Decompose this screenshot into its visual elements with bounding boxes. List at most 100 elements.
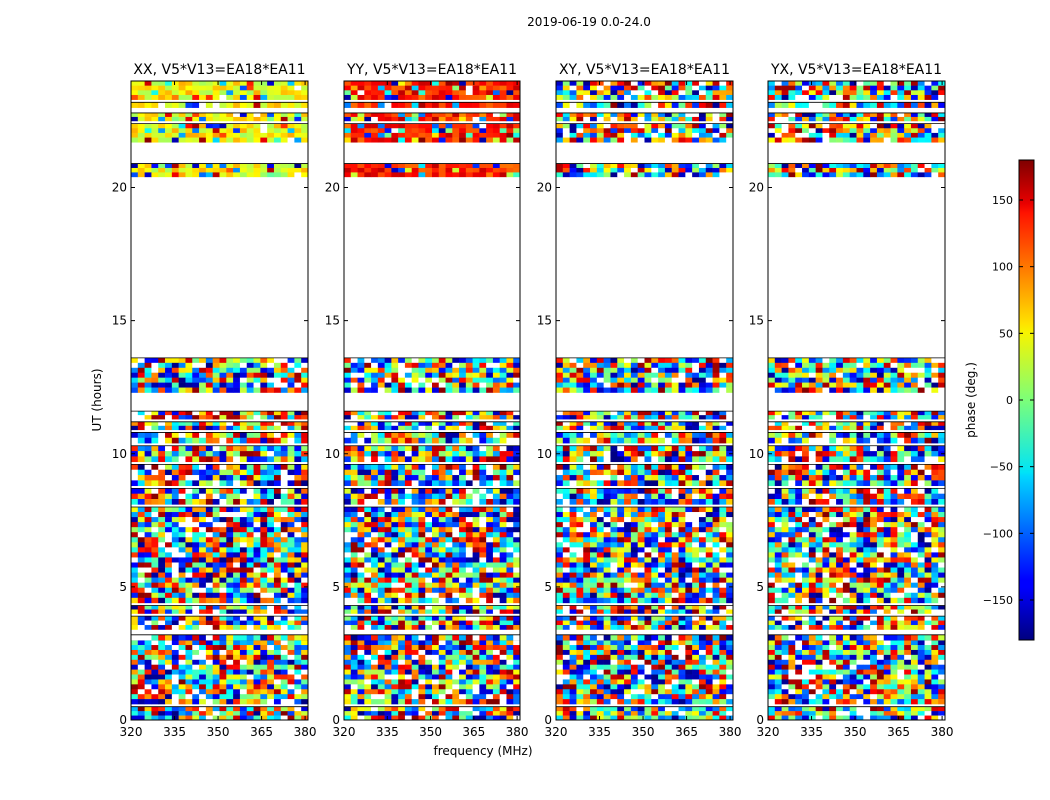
- heatmap-cell: [131, 512, 139, 518]
- heatmap-cell: [253, 659, 261, 666]
- heatmap-cell: [445, 699, 453, 705]
- heatmap-cell: [712, 649, 720, 656]
- heatmap-cell: [192, 132, 200, 138]
- heatmap-cell: [492, 382, 500, 388]
- x-tick-label: 380: [506, 725, 529, 739]
- heatmap-cell: [590, 634, 598, 641]
- heatmap-cell: [364, 699, 372, 705]
- heatmap-cell: [685, 605, 693, 610]
- heatmap-cell: [301, 488, 309, 494]
- heatmap-cell: [253, 557, 261, 563]
- heatmap-cell: [630, 711, 638, 716]
- heatmap-cell: [294, 469, 302, 476]
- heatmap-cell: [556, 654, 564, 661]
- heatmap-cell: [219, 425, 227, 431]
- heatmap-cell: [705, 527, 713, 533]
- heatmap-cell: [364, 684, 372, 690]
- heatmap-cell: [432, 517, 440, 523]
- heatmap-cell: [506, 382, 514, 388]
- heatmap-cell: [158, 507, 166, 513]
- heatmap-cell: [384, 415, 392, 420]
- heatmap-cell: [583, 694, 591, 700]
- heatmap-cell: [151, 493, 159, 500]
- heatmap-cell: [260, 112, 268, 118]
- heatmap-cell: [364, 123, 372, 129]
- heatmap-cell: [499, 620, 507, 626]
- heatmap-cell: [698, 684, 707, 690]
- heatmap-cell: [384, 699, 392, 705]
- heatmap-cell: [377, 94, 385, 100]
- heatmap-cell: [472, 547, 480, 553]
- heatmap-cell: [492, 445, 500, 452]
- heatmap-cell: [492, 85, 500, 91]
- heatmap-cell: [583, 625, 591, 630]
- heatmap-cell: [418, 542, 426, 548]
- heatmap-cell: [705, 625, 713, 630]
- heatmap-cell: [465, 480, 473, 486]
- heatmap-cell: [576, 699, 584, 705]
- heatmap-cell: [131, 592, 139, 599]
- heatmap-cell: [178, 711, 186, 716]
- heatmap-cell: [411, 372, 419, 378]
- heatmap-cell: [185, 475, 193, 481]
- heatmap-cell: [425, 547, 433, 553]
- heatmap-cell: [131, 372, 139, 378]
- heatmap-cell: [459, 167, 467, 173]
- heatmap-cell: [513, 488, 521, 494]
- heatmap-cell: [644, 507, 652, 513]
- heatmap-cell: [151, 684, 159, 690]
- heatmap-cell: [287, 512, 295, 518]
- heatmap-cell: [273, 649, 282, 656]
- heatmap-cell: [371, 674, 379, 680]
- heatmap-cell: [199, 512, 207, 518]
- heatmap-cell: [624, 659, 632, 666]
- heatmap-cell: [178, 567, 186, 573]
- heatmap-cell: [287, 382, 295, 388]
- heatmap-cell: [404, 123, 412, 129]
- heatmap-cell: [137, 625, 145, 630]
- heatmap-cell: [445, 421, 453, 427]
- heatmap-cell: [205, 625, 213, 630]
- heatmap-cell: [377, 382, 385, 388]
- heatmap-cell: [384, 172, 392, 178]
- heatmap-cell: [705, 645, 713, 651]
- heatmap-cell: [576, 684, 584, 690]
- heatmap-cell: [556, 694, 564, 700]
- heatmap-cell: [658, 512, 666, 518]
- heatmap-cell: [357, 562, 365, 568]
- heatmap-cell: [185, 527, 193, 533]
- heatmap-cell: [151, 172, 159, 178]
- heatmap-cell: [205, 669, 213, 675]
- heatmap-cell: [425, 689, 433, 695]
- heatmap-cell: [411, 522, 419, 528]
- heatmap-cell: [294, 123, 302, 129]
- heatmap-cell: [357, 167, 365, 173]
- heatmap-cell: [171, 451, 179, 457]
- heatmap-cell: [205, 715, 213, 721]
- heatmap-cell: [294, 437, 302, 444]
- heatmap-cell: [698, 609, 707, 614]
- heatmap-cell: [712, 684, 720, 690]
- heatmap-cell: [398, 377, 406, 383]
- heatmap-cell: [253, 674, 261, 680]
- heatmap-cell: [137, 587, 145, 594]
- heatmap-cell: [260, 123, 268, 129]
- heatmap-cell: [212, 679, 220, 685]
- x-tick-label: 365: [462, 725, 485, 739]
- heatmap-cell: [479, 706, 487, 712]
- heatmap-cell: [404, 706, 412, 712]
- heatmap-cell: [556, 699, 564, 705]
- heatmap-cell: [617, 711, 625, 716]
- heatmap-cell: [344, 367, 352, 374]
- heatmap-cell: [371, 387, 379, 393]
- heatmap-cell: [253, 582, 261, 589]
- heatmap-cell: [418, 493, 426, 500]
- heatmap-cell: [131, 679, 139, 685]
- heatmap-cell: [350, 582, 358, 589]
- heatmap-cell: [165, 377, 173, 383]
- heatmap-cell: [199, 432, 207, 439]
- heatmap-cell: [294, 659, 302, 666]
- heatmap-cell: [630, 537, 638, 543]
- heatmap-cell: [479, 456, 487, 463]
- heatmap-cell: [219, 387, 227, 393]
